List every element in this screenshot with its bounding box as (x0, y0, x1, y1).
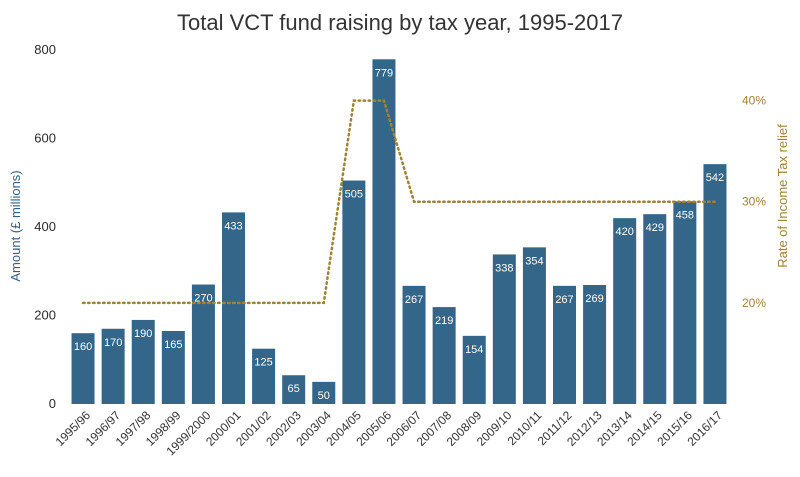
bar-data-labels: 160 170 190 165 270 433 125 65 50 505 779 267 219 154… (74, 67, 724, 402)
bar (161, 330, 185, 404)
bar (101, 328, 125, 404)
chart-title: Total VCT fund raising by tax year, 1995… (177, 10, 623, 35)
bar (553, 285, 576, 404)
bar-value-label: 154 (465, 344, 483, 356)
bar (673, 201, 697, 404)
left-axis-ticks: 0 200 400 600 800 (34, 42, 56, 411)
y-tick-label: 200 (34, 308, 56, 323)
y2-tick-label: 30% (742, 195, 766, 209)
y-axis-label: Amount (£ millions) (8, 170, 23, 281)
bar (492, 254, 516, 404)
tax-relief-line-path (81, 99, 717, 305)
bar (312, 381, 336, 404)
bar-value-label: 65 (288, 383, 300, 395)
bar (462, 335, 486, 404)
bar (372, 59, 396, 404)
tax-relief-line (81, 99, 717, 305)
bar-value-label: 779 (375, 67, 393, 79)
bar-value-label: 433 (224, 220, 242, 232)
bar-value-label: 338 (495, 262, 513, 274)
bar (252, 348, 276, 404)
bar (613, 218, 637, 404)
bar-value-label: 354 (525, 255, 543, 267)
bar (282, 375, 306, 404)
bar-value-label: 542 (706, 172, 724, 184)
bar (432, 307, 456, 404)
bar (703, 164, 727, 404)
bar (342, 180, 366, 404)
bar (402, 285, 426, 404)
bar-value-label: 125 (254, 357, 272, 369)
bar (131, 319, 155, 404)
bar-value-label: 267 (405, 294, 423, 306)
bar-value-label: 429 (646, 222, 664, 234)
right-axis-ticks: 20% 30% 40% (742, 94, 766, 310)
y-tick-label: 0 (49, 396, 56, 411)
y-tick-label: 400 (34, 219, 56, 234)
bar (522, 247, 546, 404)
bar-value-label: 505 (345, 189, 363, 201)
bar-value-label: 219 (435, 315, 453, 327)
bar-value-label: 458 (676, 209, 694, 221)
bar-value-label: 270 (194, 293, 212, 305)
bar (71, 333, 95, 404)
bar-value-label: 165 (164, 339, 182, 351)
bar-value-label: 420 (616, 226, 634, 238)
bar-value-label: 269 (585, 293, 603, 305)
bar (583, 284, 607, 404)
bar (643, 214, 667, 404)
y2-tick-label: 40% (742, 94, 766, 108)
y2-tick-label: 20% (742, 296, 766, 310)
bar (191, 284, 215, 404)
bar-series (71, 59, 727, 404)
bar-value-label: 50 (318, 390, 330, 402)
y2-axis-label: Rate of Income Tax relief (775, 124, 790, 268)
bar (222, 212, 245, 404)
bar-value-label: 267 (555, 294, 573, 306)
y-tick-label: 600 (34, 131, 56, 146)
bar-value-label: 160 (74, 341, 92, 353)
bar-value-label: 190 (134, 328, 152, 340)
x-axis-ticks: 1995/961996/971997/981998/991999/2000200… (53, 408, 726, 458)
y-tick-label: 800 (34, 42, 56, 57)
bar-value-label: 170 (104, 337, 122, 349)
